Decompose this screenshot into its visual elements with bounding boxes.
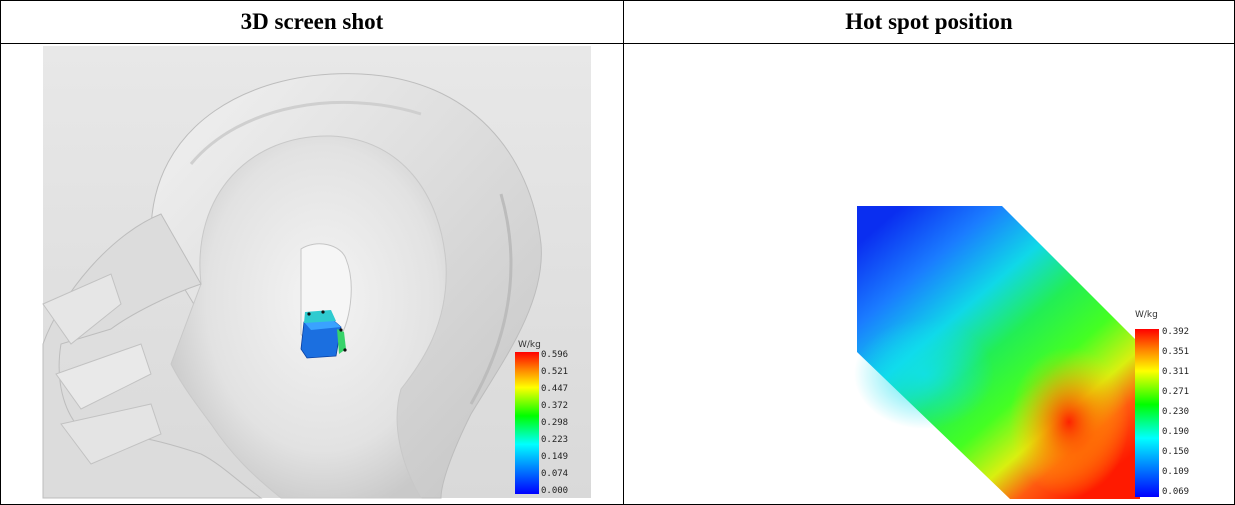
right-legend-tick: 0.392 bbox=[1162, 327, 1189, 337]
left-color-legend: W/kg 0.596 0.521 0.447 0.372 0.298 0.223… bbox=[515, 340, 568, 496]
cell-hot-spot-position: W/kg 0.392 0.351 0.311 0.271 0.230 0.190… bbox=[623, 43, 1235, 505]
right-legend-tick: 0.271 bbox=[1162, 387, 1189, 397]
left-legend-tick: 0.596 bbox=[541, 350, 568, 360]
left-legend-tick: 0.000 bbox=[541, 486, 568, 496]
head-phantom-image: W/kg 0.596 0.521 0.447 0.372 0.298 0.223… bbox=[42, 46, 591, 499]
right-legend-tick: 0.311 bbox=[1162, 367, 1189, 377]
hot-spot-map: W/kg 0.392 0.351 0.311 0.271 0.230 0.190… bbox=[854, 206, 1189, 499]
left-legend-tick: 0.223 bbox=[541, 435, 568, 445]
sar-cube bbox=[300, 310, 347, 359]
header-3d-screenshot: 3D screen shot bbox=[0, 0, 624, 44]
cell-3d-screenshot: W/kg 0.596 0.521 0.447 0.372 0.298 0.223… bbox=[0, 43, 624, 505]
right-color-legend: W/kg 0.392 0.351 0.311 0.271 0.230 0.190… bbox=[1135, 310, 1189, 497]
right-legend-tick: 0.069 bbox=[1162, 487, 1189, 497]
left-legend-unit: W/kg bbox=[518, 340, 541, 350]
right-legend-tick: 0.150 bbox=[1162, 447, 1189, 457]
right-legend-tick: 0.109 bbox=[1162, 467, 1189, 477]
left-legend-tick: 0.521 bbox=[541, 367, 568, 377]
right-legend-tick: 0.230 bbox=[1162, 407, 1189, 417]
right-legend-unit: W/kg bbox=[1135, 310, 1158, 320]
right-legend-tick: 0.351 bbox=[1162, 347, 1189, 357]
right-legend-tick: 0.190 bbox=[1162, 427, 1189, 437]
header-hot-spot-position: Hot spot position bbox=[623, 0, 1235, 44]
left-legend-tick: 0.149 bbox=[541, 452, 568, 462]
left-legend-tick: 0.074 bbox=[541, 469, 568, 479]
left-legend-tick: 0.447 bbox=[541, 384, 568, 394]
left-legend-tick: 0.372 bbox=[541, 401, 568, 411]
left-legend-tick: 0.298 bbox=[541, 418, 568, 428]
